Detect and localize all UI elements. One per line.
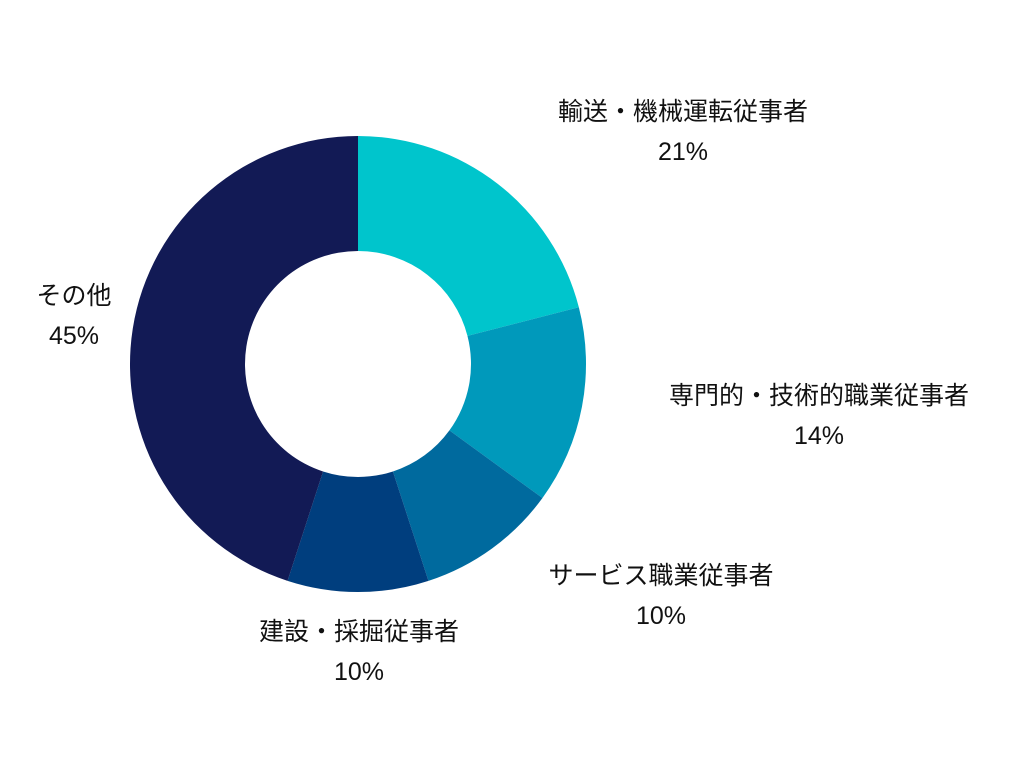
slice-label-other: その他 45% (28, 276, 120, 356)
slice-percent-construction: 10% (333, 658, 385, 686)
slice-name-other: その他 (36, 281, 112, 310)
slice-name-construction: 建設・採掘従事者 (258, 617, 459, 646)
donut-slice-service (392, 430, 543, 581)
slice-percent-service: 10% (635, 602, 687, 630)
donut-slice-other (129, 136, 358, 581)
slice-percent-other: 45% (48, 322, 100, 350)
slice-name-professional: 専門的・技術的職業従事者 (668, 381, 969, 410)
slice-name-service: サービス職業従事者 (548, 561, 774, 590)
donut-slice-transport (358, 136, 579, 336)
slice-label-transport: 輸送・機械運転従事者 21% (537, 92, 829, 172)
donut-slice-construction (287, 471, 429, 592)
slice-percent-professional: 14% (793, 422, 845, 450)
slice-label-construction: 建設・採掘従事者 10% (243, 612, 475, 692)
slice-label-professional: 専門的・技術的職業従事者 14% (644, 376, 994, 456)
slice-percent-transport: 21% (657, 138, 709, 166)
donut-slice-professional (449, 307, 587, 499)
slice-name-transport: 輸送・機械運転従事者 (557, 97, 808, 126)
slice-label-service: サービス職業従事者 10% (530, 556, 792, 636)
